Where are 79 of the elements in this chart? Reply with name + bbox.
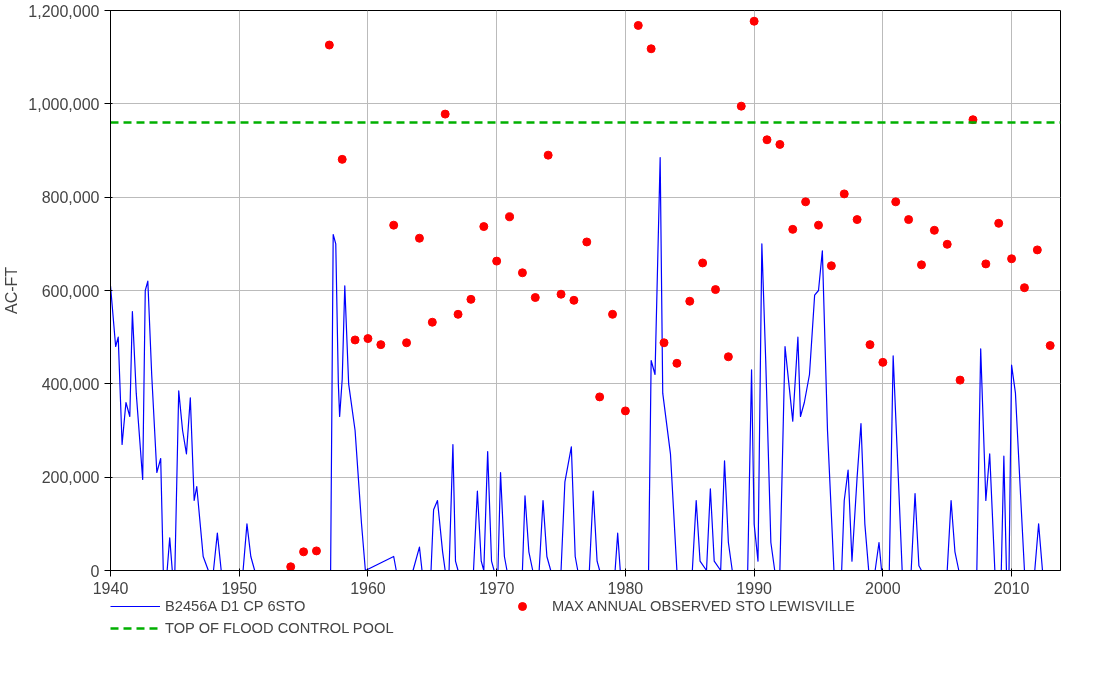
point — [749, 16, 759, 26]
point — [878, 357, 888, 367]
point — [363, 334, 373, 344]
point — [904, 215, 914, 225]
point — [723, 352, 733, 362]
y-tick-label: 1,000,000 — [28, 95, 100, 113]
x-tick-label: 1960 — [350, 579, 386, 597]
y-tick-label: 0 — [90, 562, 100, 580]
point — [324, 40, 334, 50]
y-tick-label: 200,000 — [41, 469, 100, 487]
x-tick-label: 2000 — [865, 579, 901, 597]
point — [659, 338, 669, 348]
y-tick-label: 600,000 — [41, 282, 100, 300]
point — [775, 139, 785, 149]
point — [698, 258, 708, 268]
point — [852, 215, 862, 225]
point — [685, 296, 695, 306]
point — [556, 289, 566, 299]
y-tick-label: 800,000 — [41, 189, 100, 207]
point — [633, 20, 643, 30]
point — [1019, 283, 1029, 293]
point — [813, 220, 823, 230]
point — [736, 101, 746, 111]
legend-label: TOP OF FLOOD CONTROL POOL — [165, 620, 395, 636]
point — [453, 309, 463, 319]
point — [517, 268, 527, 278]
y-tick-label: 400,000 — [41, 375, 100, 393]
point — [942, 239, 952, 249]
point — [865, 340, 875, 350]
point — [955, 375, 965, 385]
point — [1045, 341, 1055, 351]
point — [891, 197, 901, 207]
point — [595, 392, 605, 402]
point — [299, 547, 309, 557]
point — [826, 261, 836, 271]
point — [389, 220, 399, 230]
point — [492, 256, 502, 266]
point — [543, 150, 553, 160]
point — [440, 109, 450, 119]
x-tick-label: 1940 — [92, 579, 129, 597]
point — [762, 135, 772, 145]
point — [530, 293, 540, 302]
x-tick-label: 2010 — [993, 579, 1030, 597]
point — [582, 237, 592, 247]
point — [711, 285, 721, 295]
point — [414, 233, 424, 243]
point — [981, 259, 991, 269]
point — [646, 44, 656, 54]
point — [1007, 254, 1017, 264]
point — [839, 189, 849, 199]
legend-label: MAX ANNUAL OBSERVED STO LEWISVILLE — [552, 598, 856, 614]
point — [801, 197, 811, 207]
y-axis-title: AC-FT — [3, 266, 21, 315]
point — [427, 317, 437, 327]
point — [337, 154, 347, 164]
point — [569, 295, 579, 305]
point — [608, 309, 618, 319]
point — [929, 225, 939, 235]
point — [479, 222, 489, 232]
line-series — [110, 156, 1044, 571]
y-tick-label: 1,200,000 — [28, 2, 100, 20]
x-tick-label: 1980 — [607, 579, 644, 597]
point — [376, 340, 386, 350]
point — [402, 338, 412, 348]
point — [350, 335, 360, 345]
point — [286, 562, 296, 571]
x-tick-label: 1990 — [736, 579, 773, 597]
x-tick-label: 1970 — [478, 579, 515, 597]
point — [505, 212, 515, 222]
x-tick-label: 1950 — [221, 579, 258, 597]
point — [788, 224, 798, 234]
legend-label: B2456A D1 CP 6STO — [165, 598, 307, 614]
point — [994, 218, 1004, 228]
point — [466, 294, 476, 304]
point — [916, 260, 926, 270]
point — [311, 546, 321, 556]
point — [672, 358, 682, 368]
point — [620, 406, 630, 416]
point — [1032, 245, 1042, 255]
